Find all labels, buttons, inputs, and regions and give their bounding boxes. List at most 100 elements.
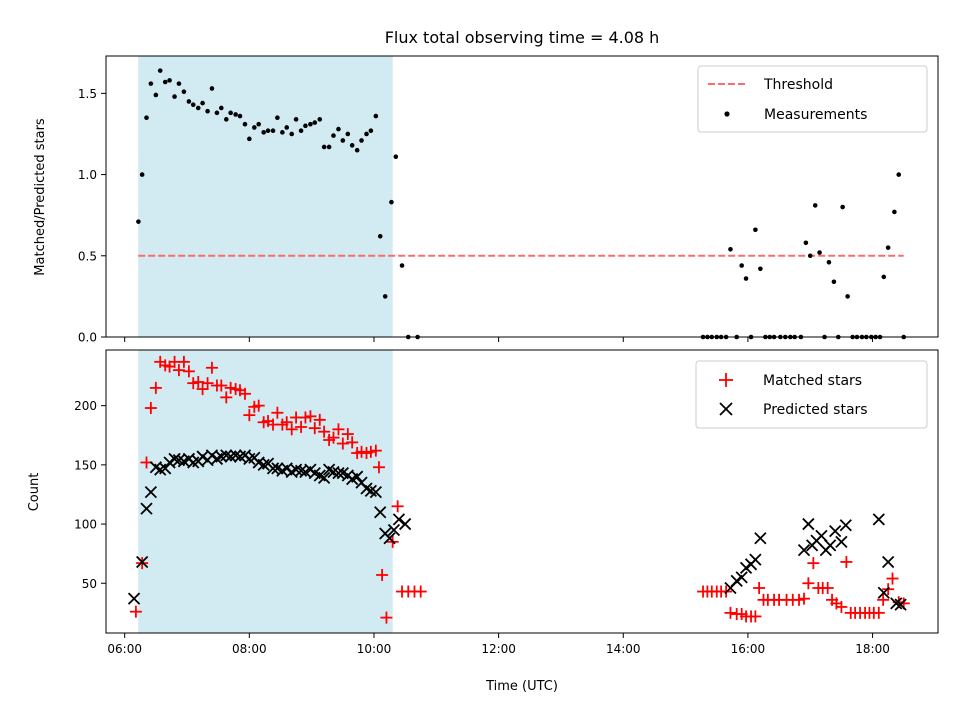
measurement-point	[298, 128, 304, 134]
measurement-point	[153, 92, 159, 98]
count-y-tick-label: 150	[74, 458, 97, 472]
ratio-y-tick-label: 1.0	[78, 168, 97, 182]
measurement-point	[252, 125, 257, 130]
measurement-point	[840, 204, 845, 210]
matched-point	[364, 445, 377, 458]
matched-points	[129, 355, 910, 624]
measurement-point	[743, 276, 749, 281]
ratio-legend-box	[697, 65, 928, 133]
x-tick-label: 06:00	[107, 642, 142, 656]
ratio-y-axis-label: Matched/Predicted stars	[33, 118, 48, 276]
measurement-point	[167, 78, 172, 83]
legend-measurements-swatch	[724, 111, 730, 117]
measurement-point	[293, 117, 299, 122]
ratio-legend: Threshold Measurements	[697, 65, 928, 133]
measurement-point	[176, 81, 182, 86]
matched-point	[304, 410, 317, 423]
x-tick-label: 18:00	[855, 642, 890, 656]
matched-point	[177, 355, 190, 368]
predicted-point	[829, 525, 842, 538]
count-panel-frame	[105, 349, 939, 634]
measurement-point	[223, 117, 229, 122]
predicted-point	[802, 517, 815, 531]
predicted-point	[749, 553, 762, 566]
predicted-point	[890, 597, 903, 610]
predicted-point	[872, 513, 885, 526]
matched-point	[835, 600, 848, 613]
measurement-point	[233, 112, 238, 117]
measurement-point	[753, 227, 758, 233]
predicted-point	[140, 502, 153, 515]
predicted-point	[387, 523, 401, 537]
measurement-point	[326, 144, 332, 150]
count-legend: Matched stars Predicted stars	[695, 360, 928, 429]
x-tick-label: 16:00	[731, 642, 766, 656]
predicted-point	[144, 485, 158, 499]
measurement-point	[157, 68, 163, 73]
matched-point	[252, 399, 265, 412]
measurement-point	[303, 123, 308, 129]
predicted-point	[266, 462, 280, 475]
matched-point	[196, 383, 209, 396]
x-tick-label: 08:00	[232, 642, 267, 656]
measurement-point	[228, 110, 233, 116]
matched-point	[414, 585, 427, 598]
measurement-point	[739, 263, 744, 268]
measurement-point	[812, 203, 818, 208]
measurement-point	[373, 113, 379, 119]
predicted-point	[824, 539, 837, 552]
x-axis-label: Time (UTC)	[485, 679, 558, 694]
predicted-point	[332, 467, 345, 480]
legend-matched-swatch	[719, 373, 733, 387]
matched-point	[336, 437, 349, 450]
measurement-point	[139, 172, 145, 177]
predicted-point	[127, 592, 141, 605]
matched-point	[238, 387, 251, 400]
matched-point	[877, 593, 890, 606]
measurement-point	[807, 253, 813, 259]
predicted-point	[159, 462, 172, 475]
matched-point	[821, 582, 834, 595]
matched-point	[341, 428, 354, 441]
measurement-point	[896, 172, 902, 177]
legend-predicted-label: Predicted stars	[763, 402, 868, 418]
measurement-point	[728, 246, 733, 252]
ratio-panel-frame	[105, 55, 939, 338]
measurement-point	[321, 144, 327, 150]
x-tick-label: 14:00	[606, 642, 641, 656]
predicted-point	[383, 532, 396, 545]
measurement-point	[817, 250, 822, 255]
measurement-point	[218, 105, 224, 111]
matched-point	[753, 582, 766, 595]
legend-predicted-swatch	[719, 402, 733, 416]
predicted-point	[735, 571, 748, 584]
matched-point	[215, 379, 228, 392]
measurement-point	[186, 99, 192, 104]
matched-point	[318, 425, 331, 438]
measurement-point	[261, 130, 266, 135]
measurement-point	[345, 131, 351, 137]
matched-point	[346, 436, 359, 449]
predicted-point	[257, 458, 270, 471]
matched-point	[332, 423, 345, 436]
measurement-point	[247, 136, 252, 142]
measurement-point	[336, 126, 341, 132]
count-y-axis-label: Count	[27, 473, 42, 512]
measurement-point	[265, 128, 271, 134]
measurement-point	[200, 100, 205, 106]
matched-point	[372, 461, 385, 474]
matched-point	[271, 406, 284, 419]
measurement-point	[399, 263, 405, 268]
measurement-point	[162, 79, 168, 85]
matched-point	[369, 444, 382, 457]
measurement-point	[340, 138, 346, 143]
x-tick-label: 10:00	[357, 642, 392, 656]
measurement-point	[275, 115, 280, 121]
predicted-point	[754, 532, 767, 545]
ratio-y-ticks: 0.0 0.5 1.0 1.5	[78, 87, 106, 345]
matched-point	[224, 381, 237, 394]
ratio-x-ticks	[124, 337, 874, 342]
count-y-tick-label: 200	[74, 399, 97, 413]
measurement-point	[831, 279, 837, 285]
matched-point	[376, 568, 389, 581]
